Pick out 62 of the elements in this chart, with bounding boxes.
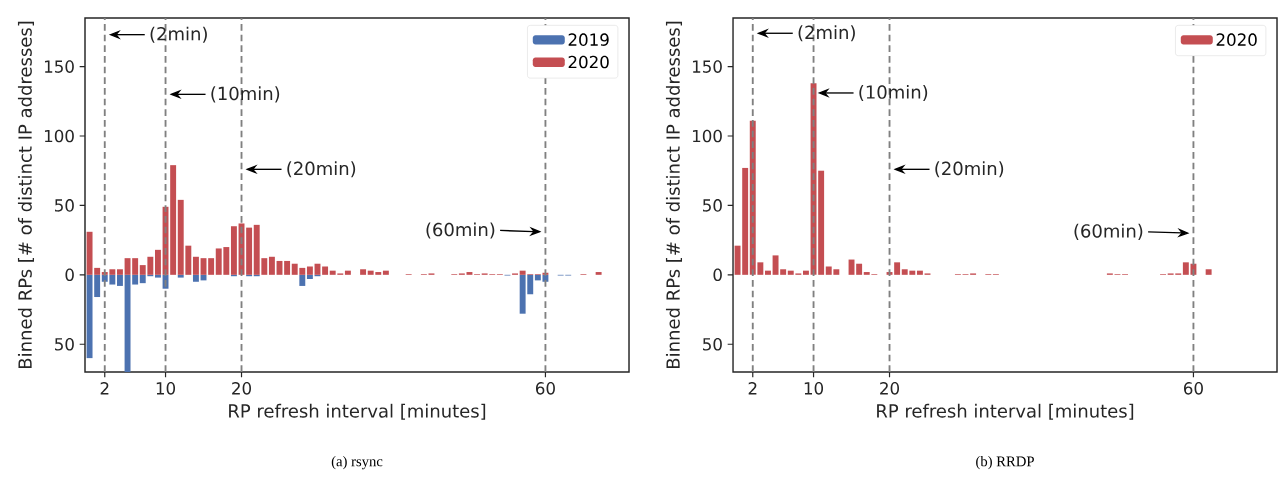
x-tick-label: 20 — [232, 382, 252, 395]
y-tick-label: 100 — [44, 129, 74, 143]
bar — [116, 274, 123, 286]
x-tick-label: 20 — [880, 382, 900, 395]
y-tick-label: 0 — [713, 268, 722, 282]
y-tick-label: 50 — [703, 337, 722, 351]
y-tick-label: 50 — [55, 199, 74, 212]
y-tick-label: 150 — [44, 60, 74, 73]
bar — [306, 274, 313, 279]
annotation: (10min) — [211, 86, 280, 103]
bar — [322, 266, 329, 275]
bar — [284, 260, 291, 275]
bar — [856, 263, 863, 275]
legend-label: 2020 — [1216, 33, 1257, 46]
bar — [765, 270, 771, 275]
legend-label: 2019 — [568, 33, 609, 46]
annotation: (60min) — [426, 222, 495, 239]
legend-label: 2020 — [568, 55, 609, 69]
x-tick-label: 2 — [748, 382, 757, 395]
annotation: (60min) — [1074, 223, 1143, 240]
x-tick-label: 2 — [100, 382, 109, 395]
x-tick-label: 10 — [156, 382, 176, 395]
bar — [306, 266, 313, 275]
y-tick-label: 50 — [55, 337, 74, 351]
bar — [382, 270, 389, 275]
x-tick-label: 10 — [804, 382, 824, 395]
y-axis-title: Binned RPs [# of distinct IP addresses] — [665, 21, 683, 368]
y-tick-label: 50 — [703, 199, 722, 212]
annotation: (10min) — [859, 84, 928, 101]
bar — [192, 256, 199, 275]
x-axis-title: RP refresh interval [minutes] — [877, 403, 1134, 420]
bar — [802, 270, 809, 275]
bar — [916, 270, 923, 275]
y-tick-label: 150 — [692, 60, 722, 73]
bar — [299, 274, 306, 286]
text: (a) rsync — [331, 456, 383, 470]
bar — [154, 249, 161, 275]
bar — [177, 274, 184, 278]
bar — [268, 256, 275, 275]
x-axis-title: RP refresh interval [minutes] — [229, 403, 486, 420]
bar — [894, 262, 901, 275]
bar — [116, 269, 123, 275]
bar — [208, 258, 215, 275]
bar — [595, 272, 602, 275]
annotation: (2min) — [798, 25, 855, 42]
bar — [360, 269, 367, 275]
bar — [154, 274, 161, 278]
bar — [1205, 269, 1212, 275]
annotation: (2min) — [150, 26, 207, 43]
bar — [344, 270, 351, 275]
x-tick-label: 60 — [536, 382, 555, 395]
annotation: (20min) — [935, 161, 1004, 178]
bar — [162, 274, 169, 289]
x-tick-label: 60 — [1184, 382, 1203, 395]
bar — [230, 226, 237, 275]
y-axis-title: Binned RPs [# of distinct IP addresses] — [17, 21, 34, 368]
bar — [192, 274, 199, 282]
y-tick-label: 0 — [65, 268, 74, 282]
bar — [246, 227, 253, 275]
text: (b) RRDP — [976, 456, 1034, 470]
y-tick-label: 100 — [692, 129, 722, 143]
annotation: (20min) — [287, 161, 356, 178]
